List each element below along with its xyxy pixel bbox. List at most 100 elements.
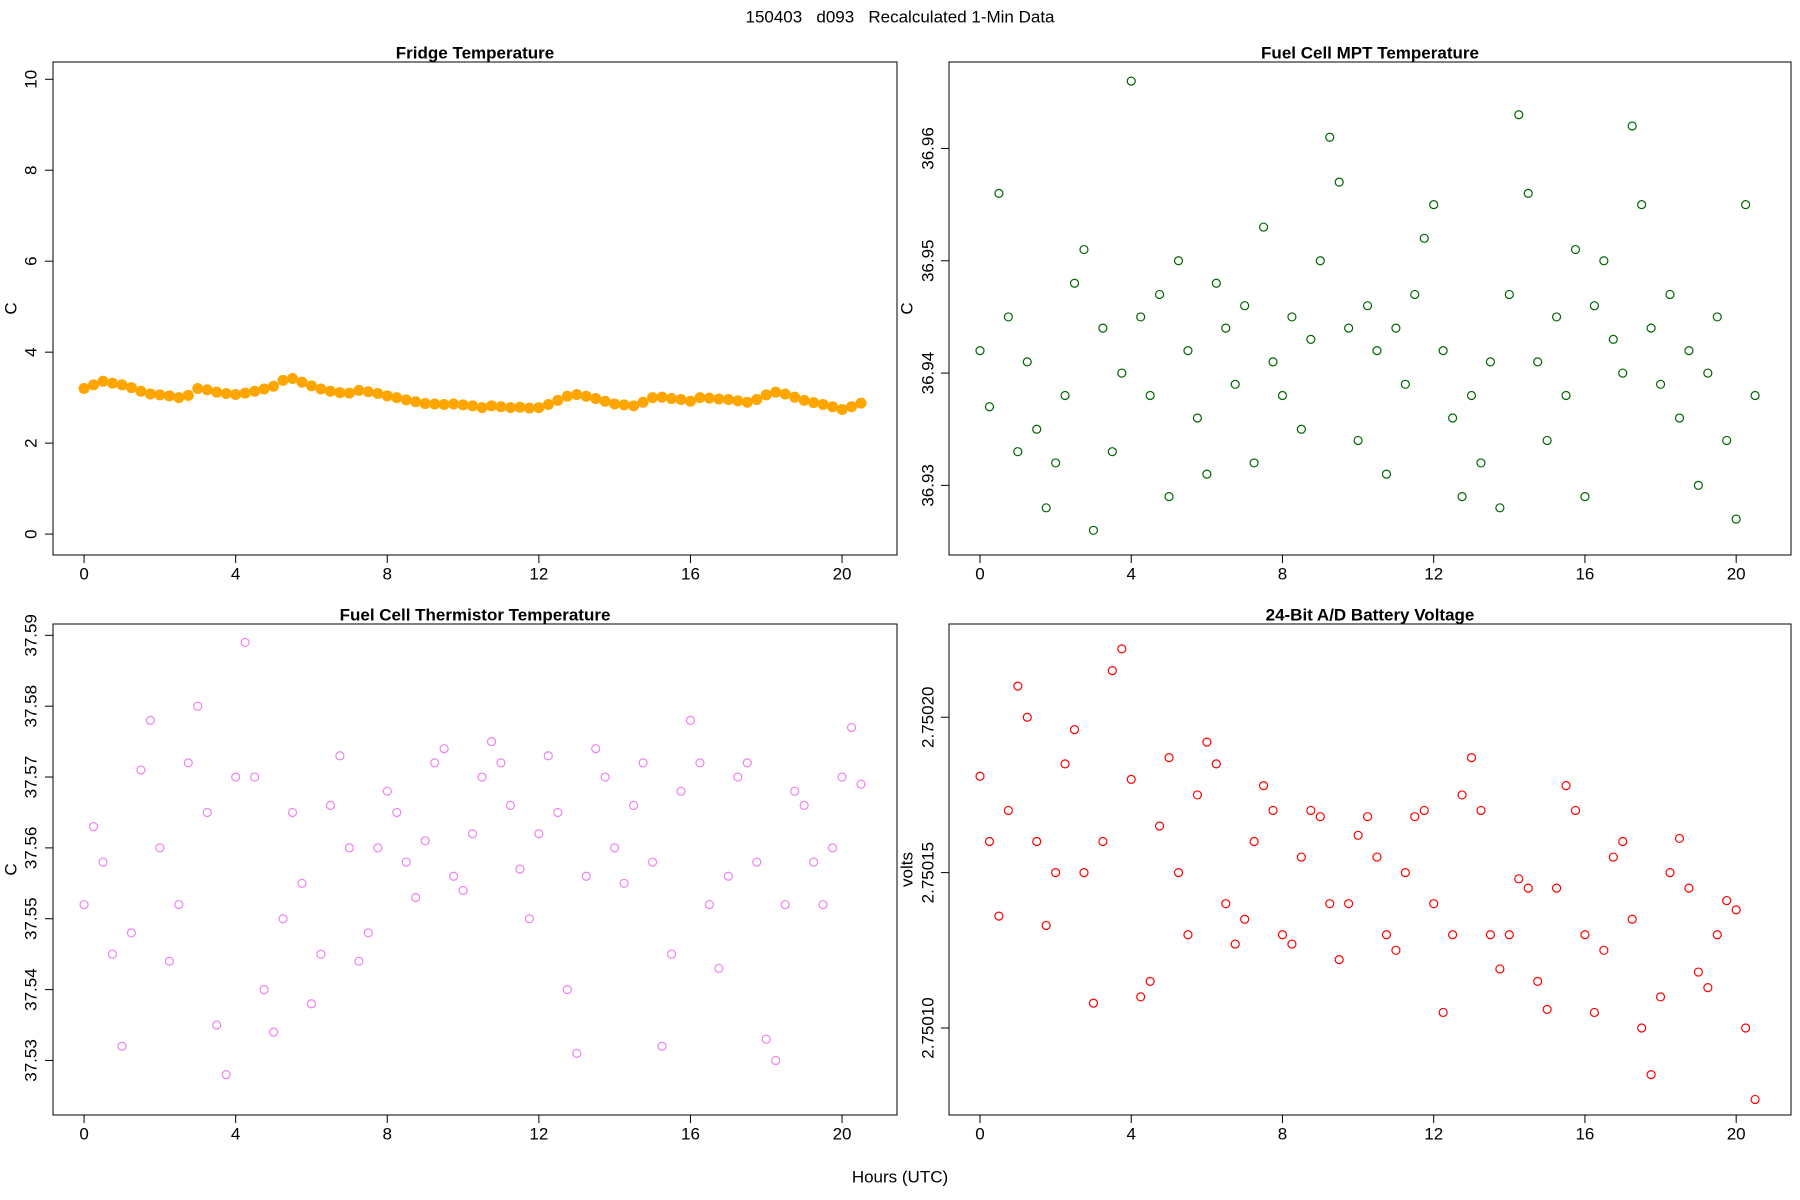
data-point	[117, 1041, 127, 1051]
data-point	[1069, 278, 1080, 288]
plot-frame	[948, 61, 1792, 556]
data-point	[591, 744, 601, 754]
data-point	[249, 385, 261, 397]
data-point	[1551, 883, 1562, 893]
data-point	[666, 949, 677, 959]
data-point	[572, 1048, 582, 1058]
data-point	[1599, 945, 1609, 955]
data-point	[752, 857, 762, 867]
data-point	[1551, 312, 1562, 322]
data-point	[401, 857, 411, 867]
data-point	[297, 878, 307, 888]
data-point	[315, 383, 327, 395]
data-point	[600, 772, 610, 782]
data-point	[1466, 753, 1477, 763]
data-point	[392, 807, 402, 818]
y-tick-label: 37.53	[21, 1039, 40, 1082]
data-point	[1637, 200, 1647, 210]
data-point	[1476, 458, 1486, 468]
data-point	[1173, 868, 1184, 878]
data-point	[1287, 939, 1297, 949]
data-point	[429, 398, 441, 410]
y-axis-label: C	[1, 302, 20, 314]
data-point	[855, 397, 867, 409]
data-point	[1334, 955, 1344, 965]
data-point	[1145, 976, 1155, 986]
x-tick-label: 4	[231, 564, 240, 583]
x-axis-label: Hours (UTC)	[852, 1167, 948, 1186]
data-point	[1495, 964, 1505, 974]
data-point	[135, 385, 147, 397]
data-point	[789, 391, 801, 403]
data-point	[476, 402, 488, 414]
x-tick-label: 16	[1575, 564, 1594, 583]
data-point	[657, 1041, 667, 1051]
data-point	[78, 383, 90, 395]
data-point	[1485, 930, 1496, 940]
data-point	[1580, 930, 1590, 940]
data-point	[1693, 967, 1703, 977]
data-point	[1240, 914, 1250, 924]
data-point	[1022, 712, 1032, 722]
data-point	[1051, 868, 1061, 878]
data-point	[723, 871, 733, 881]
data-point	[994, 188, 1004, 198]
data-point	[1731, 905, 1741, 915]
data-point	[666, 393, 678, 405]
data-point	[1750, 1094, 1760, 1105]
panel-title: 24-Bit A/D Battery Voltage	[1266, 605, 1475, 624]
data-point	[391, 392, 403, 404]
data-point	[1514, 110, 1524, 120]
data-point	[258, 383, 270, 395]
data-point	[1154, 821, 1165, 831]
data-point	[827, 843, 838, 853]
data-point	[1381, 930, 1392, 940]
data-point	[1712, 930, 1722, 940]
data-point	[599, 395, 611, 407]
data-point	[400, 394, 412, 406]
data-point	[504, 402, 516, 414]
data-point	[1240, 301, 1250, 311]
data-point	[1306, 805, 1316, 816]
data-point	[770, 386, 782, 398]
y-tick-label: 0	[21, 529, 40, 538]
data-point	[629, 800, 639, 810]
data-point	[1599, 256, 1609, 266]
data-point	[1230, 939, 1240, 949]
data-point	[1211, 278, 1221, 288]
data-point	[713, 393, 725, 405]
data-point	[1741, 1023, 1751, 1033]
data-point	[809, 857, 819, 867]
data-point	[125, 382, 137, 394]
data-point	[695, 758, 705, 768]
data-point	[458, 885, 468, 896]
data-point	[126, 928, 137, 938]
data-point	[362, 386, 374, 398]
data-point	[486, 737, 497, 747]
data-point	[325, 800, 336, 810]
data-point	[485, 400, 497, 412]
data-point	[1069, 725, 1080, 735]
data-point	[287, 373, 299, 385]
data-point	[741, 396, 753, 408]
data-point	[656, 391, 668, 403]
data-point	[1268, 357, 1278, 367]
data-point	[1221, 323, 1231, 333]
data-point	[1098, 323, 1108, 333]
data-point	[1277, 390, 1288, 401]
data-point	[381, 390, 393, 402]
data-point	[1126, 774, 1136, 784]
data-point	[1296, 852, 1306, 862]
data-point	[335, 751, 345, 761]
data-point	[1561, 780, 1571, 791]
data-point	[1570, 244, 1581, 255]
data-point	[1627, 914, 1637, 924]
data-point	[751, 393, 763, 405]
data-point	[1344, 323, 1354, 333]
data-point	[1258, 222, 1269, 232]
data-point	[1230, 379, 1240, 389]
data-point	[1202, 469, 1212, 479]
data-point	[174, 899, 184, 910]
data-point	[201, 384, 213, 396]
